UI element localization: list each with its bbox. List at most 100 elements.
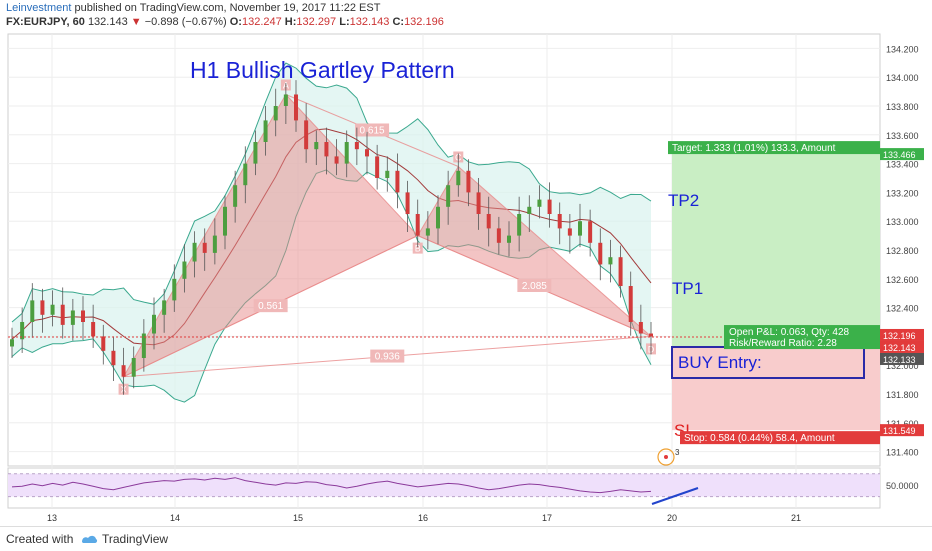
publisher-line: Leinvestment published on TradingView.co… (6, 2, 380, 14)
candle-body (182, 261, 187, 279)
candle-body (638, 322, 643, 334)
y-tick-label: 133.000 (886, 217, 919, 227)
ratio-label-xd: 0.936 (370, 349, 405, 363)
open-label: O: (229, 16, 242, 28)
candle (172, 264, 177, 312)
candle (507, 221, 511, 257)
candle-body (70, 310, 75, 325)
candle (486, 196, 491, 247)
candle-body (598, 242, 603, 265)
candle (365, 131, 369, 175)
candle (476, 178, 481, 230)
buy-entry-label: BUY Entry: (678, 353, 762, 372)
candle (324, 127, 329, 175)
candle (304, 103, 309, 163)
candle (618, 245, 623, 298)
candle (233, 170, 238, 223)
candle (10, 327, 14, 358)
candle (354, 127, 359, 166)
candle-body (425, 228, 430, 236)
y-tick-label: 132.600 (886, 275, 919, 285)
candle-body (314, 142, 319, 150)
candle (152, 297, 156, 350)
candle-body (354, 142, 359, 150)
candle (111, 336, 116, 382)
x-tick-label: 20 (667, 513, 677, 523)
symbol-name[interactable]: FX:EURJPY, 60 (6, 16, 85, 28)
candle-body (365, 149, 369, 157)
candle (496, 216, 501, 255)
price-label-box (880, 340, 924, 353)
candle (628, 271, 633, 336)
candle-body (81, 310, 85, 322)
candle-body (446, 185, 451, 207)
candle-body (273, 106, 278, 121)
candle (81, 296, 85, 340)
candle-body (466, 170, 471, 193)
candle-body (40, 300, 45, 315)
candle-body (578, 221, 582, 236)
target-label: Target: 1.333 (1.01%) 133.3, Amount (672, 143, 836, 154)
moving-average-line (11, 128, 652, 346)
candle-body (375, 156, 380, 178)
candle-body (212, 235, 217, 253)
y-tick-label: 133.400 (886, 160, 919, 170)
candle-body (253, 142, 258, 164)
candle (162, 288, 167, 333)
candle (192, 231, 197, 278)
candle (578, 203, 582, 248)
footer-bar: Created with TradingView (0, 526, 932, 551)
tp2-label: TP2 (668, 191, 699, 210)
candle-body (50, 304, 55, 315)
ratio-label-bd-box (517, 279, 552, 292)
tradingview-link[interactable]: TradingView (102, 532, 169, 546)
candle-body (517, 214, 522, 236)
ratio-label-xb-box (253, 299, 288, 313)
ratio-label-ac: 0.615 (355, 123, 390, 137)
price-label-box (880, 424, 924, 437)
pattern-point-b: B (412, 242, 423, 254)
candle (253, 130, 258, 176)
ratio-label-ac-text: 0.615 (360, 125, 385, 136)
y-tick-label: 134.000 (886, 73, 919, 83)
alert-icon (657, 448, 675, 466)
candle (344, 130, 349, 178)
candle (131, 346, 136, 389)
candle-body (649, 333, 653, 337)
target-label-box (668, 141, 880, 155)
y-tick-label: 133.600 (886, 131, 919, 141)
candle (395, 153, 400, 209)
stop-label: Stop: 0.584 (0.44%) 58.4, Amount (684, 433, 835, 444)
candle-body (121, 365, 126, 377)
publisher-name[interactable]: Leinvestment (6, 2, 72, 14)
candle-body (141, 333, 146, 358)
y-tick-label: 132.800 (886, 246, 919, 256)
candle-body (385, 170, 390, 178)
candle-body (395, 170, 400, 193)
x-tick-label: 21 (791, 513, 801, 523)
price-label: 132.196 (883, 331, 916, 341)
candle-body (547, 199, 552, 214)
candle (375, 144, 380, 190)
candle-body (223, 206, 227, 236)
candle-body (324, 142, 329, 157)
candle (212, 218, 217, 265)
x-tick-label: 16 (418, 513, 428, 523)
y-tick-label: 132.400 (886, 304, 919, 314)
candle (517, 196, 522, 252)
y-tick-label: 131.600 (886, 419, 919, 429)
candle (314, 130, 319, 166)
candle (294, 80, 298, 132)
candle-body (456, 170, 461, 186)
candle (30, 283, 35, 338)
open-pnl-label: Open P&L: 0.063, Qty: 428 (729, 327, 850, 338)
position-zones (672, 154, 880, 431)
candle (243, 146, 248, 204)
candle (263, 106, 268, 156)
alert-count: 3 (675, 448, 680, 457)
candle-body (101, 336, 106, 351)
candle (101, 324, 106, 365)
candle-body (192, 242, 197, 262)
